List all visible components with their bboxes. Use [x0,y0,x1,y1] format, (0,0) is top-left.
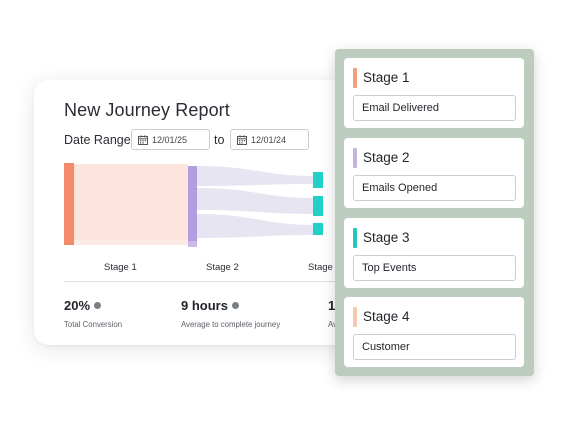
flow-stage1-stage2-lower [74,240,188,245]
metric-caption: Average to complete journey [181,320,281,329]
stage-name: Stage 1 [363,70,410,85]
stage-config-panel: Stage 1 Email Delivered Stage 2 Emails O… [335,49,534,376]
sankey-stage-label-3: Stage [308,262,333,273]
calendar-icon [138,134,148,145]
stage-color-bar [353,228,357,248]
info-dot-icon [231,302,239,309]
metric-total-conversion: 20% Total Conversion [64,298,122,329]
stage-name: Stage 4 [363,309,410,324]
stage-card-3: Stage 3 Top Events [344,218,524,288]
sankey-stage-label-1: Stage 1 [104,262,137,273]
stage-name: Stage 3 [363,230,410,245]
stage-event-field[interactable]: Top Events [353,255,516,281]
node-stage1 [64,163,74,245]
metric-caption: Total Conversion [64,320,123,329]
journey-sankey [64,163,323,247]
date-from-field[interactable]: 12/01/25 [131,129,210,150]
stage-card-1: Stage 1 Email Delivered [344,58,524,128]
node-stage3-b [313,196,323,216]
stage-event-field[interactable]: Customer [353,334,516,360]
stage-color-bar [353,68,357,88]
stage-color-bar [353,307,357,327]
node-stage3-c [313,223,323,235]
metric-value: 20% [64,298,91,313]
date-range-label: Date Range [64,133,131,147]
stage-name: Stage 2 [363,150,410,165]
stage-card-4: Stage 4 Customer [344,297,524,367]
flow-stage2-stage3-b [197,188,314,214]
flow-stage2-stage3-c [197,214,314,238]
metric-value: 1 [328,298,336,313]
divider [64,281,414,282]
calendar-icon [237,134,247,145]
page-title: New Journey Report [64,100,230,120]
node-stage3-a [313,172,323,188]
flow-stage1-stage2 [74,164,188,240]
metric-caption: Av [328,320,337,329]
to-label: to [214,133,225,147]
flow-stage2-stage3-a [197,166,314,186]
date-from-value: 12/01/25 [152,134,188,145]
stage-card-2: Stage 2 Emails Opened [344,138,524,208]
date-to-field[interactable]: 12/01/24 [230,129,309,150]
metric-value: 9 hours [181,298,228,313]
stage-event-field[interactable]: Emails Opened [353,175,516,201]
date-to-value: 12/01/24 [251,134,287,145]
metric-third: 1 Av [328,298,337,329]
stage-event-field[interactable]: Email Delivered [353,95,516,121]
node-stage2 [188,166,197,241]
stage-color-bar [353,148,357,168]
sankey-stage-label-2: Stage 2 [206,262,239,273]
metric-avg-journey-time: 9 hours Average to complete journey [181,298,280,329]
info-dot-icon [94,302,102,309]
node-stage2-tail [188,241,197,247]
